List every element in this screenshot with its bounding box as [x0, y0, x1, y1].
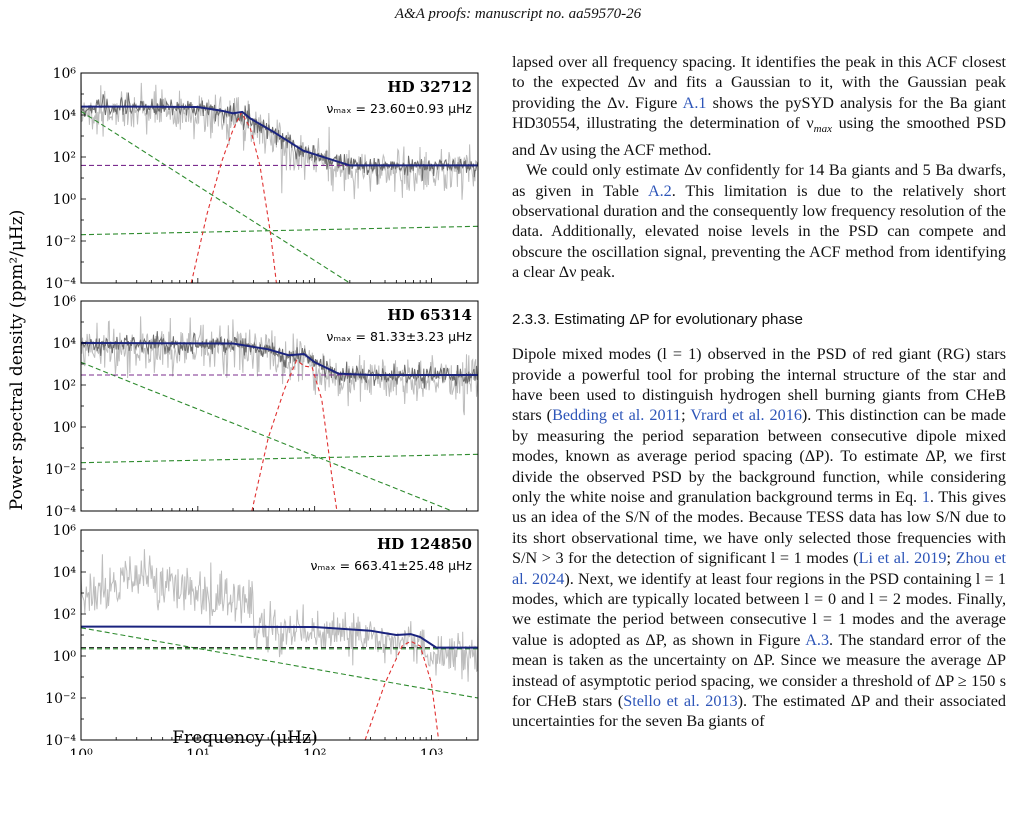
psd-panel-3: 10⁻⁴ 10⁻² 10⁰ 10² 10⁴ 10⁶ 10⁰ 10¹ 10² 10³ HD 12485…	[45, 523, 479, 755]
text-run: lapsed over all frequency spacing. It id…	[512, 53, 1006, 112]
y-tick-label: 10⁶	[53, 523, 77, 539]
link-zhou-2024[interactable]: Zhou et al. 2024	[512, 549, 1007, 588]
link-vrard-2016[interactable]: Vrard et al. 2016	[690, 406, 802, 425]
y-tick-label: 10⁻²	[45, 462, 76, 478]
text-run: ;	[681, 406, 691, 425]
granulation-component-line	[81, 361, 453, 511]
star-name-label: HD 65314	[387, 306, 472, 324]
link-figure-a3[interactable]: A.3	[805, 630, 830, 649]
paragraph-1: lapsed over all frequency spacing. It id…	[512, 52, 1006, 160]
running-header: A&A proofs: manuscript no. aa59570-26	[394, 6, 642, 22]
psd-panel-2: 10⁻⁴ 10⁻² 10⁰ 10² 10⁴ 10⁶ HD 65314 νₘₐₓ = 81.33…	[45, 294, 479, 520]
paragraph-2: We could only estimate Δν confidently fo…	[512, 160, 1006, 282]
y-tick-label: 10⁻⁴	[45, 504, 76, 520]
y-tick-label: 10⁰	[53, 649, 77, 665]
star-name-label: HD 32712	[387, 78, 472, 96]
model-fit-line	[81, 625, 478, 649]
model-fit-line	[81, 105, 478, 167]
y-tick-label: 10⁰	[53, 192, 77, 208]
panel-plot-area	[81, 73, 478, 283]
paragraph-3: Dipole mixed modes (l = 1) observed in t…	[512, 344, 1006, 732]
granulation-component-line	[81, 110, 351, 283]
numax-label: νₘₐₓ = 663.41±25.48 μHz	[310, 558, 472, 573]
link-eq-1[interactable]: 1	[921, 487, 930, 506]
y-tick-label: 10⁶	[53, 66, 77, 82]
y-tick-label: 10⁻²	[45, 234, 76, 250]
granulation-component-line	[81, 627, 478, 699]
y-tick-label: 10⁻⁴	[45, 276, 76, 292]
text-run: . This limitation is due to the relative…	[512, 181, 1007, 282]
text-subscript: max	[813, 123, 832, 136]
text-run: ;	[946, 549, 956, 568]
link-li-2019[interactable]: Li et al. 2019	[858, 549, 947, 568]
psd-panel-1: 10⁻⁴ 10⁻² 10⁰ 10² 10⁴ 10⁶ HD 32712 νₘₐₓ = 23.60…	[45, 66, 479, 292]
text-run: . The standard error of the mean is take…	[512, 630, 1006, 711]
model-fit-line	[81, 342, 478, 376]
x-tick-label: 10⁰	[69, 747, 93, 755]
x-tick-label: 10¹	[186, 747, 209, 755]
panel-plot-area	[81, 316, 478, 511]
y-tick-label: 10²	[53, 150, 76, 166]
numax-label: νₘₐₓ = 81.33±3.23 μHz	[326, 329, 472, 344]
y-tick-label: 10²	[53, 607, 76, 623]
link-bedding-2011[interactable]: Bedding et al. 2011	[552, 406, 682, 425]
x-tick-label: 10³	[420, 747, 443, 755]
x-axis-label: Frequency (μHz)	[172, 728, 317, 748]
text-column: lapsed over all frequency spacing. It id…	[512, 52, 1006, 732]
y-tick-label: 10⁶	[53, 294, 77, 310]
y-tick-label: 10⁴	[53, 336, 77, 352]
y-axis-label: Power spectral density (ppm²/μHz)	[7, 210, 27, 511]
psd-figure-svg: 10⁻⁴ 10⁻² 10⁰ 10² 10⁴ 10⁶ HD 32712 νₘₐₓ = 23.60…	[7, 66, 479, 755]
panel-plot-area	[81, 549, 478, 740]
smoothed-psd-line	[81, 331, 478, 389]
granulation-component-2-line	[81, 453, 478, 464]
gaussian-envelope-line	[190, 111, 277, 283]
section-heading: 2.3.3. Estimating ΔP for evolutionary ph…	[512, 310, 803, 328]
star-name-label: HD 124850	[377, 535, 472, 553]
text-run: using the smoothed PSD and Δν using the …	[512, 114, 1006, 159]
text-run: Dipole mixed modes (l = 1) observed in t…	[512, 345, 1006, 425]
text-run: shows the pySYD analysis for the Ba gian…	[512, 93, 1006, 133]
text-run: We could only estimate Δν confidently fo…	[512, 161, 1006, 200]
link-table-a2[interactable]: A.2	[647, 181, 672, 200]
y-tick-label: 10²	[53, 378, 76, 394]
psd-figure: 10⁻⁴ 10⁻² 10⁰ 10² 10⁴ 10⁶ HD 32712 νₘₐₓ = 23.60…	[0, 55, 485, 755]
y-tick-label: 10⁴	[53, 108, 77, 124]
granulation-component-2-line	[81, 225, 478, 236]
y-tick-label: 10⁴	[53, 565, 77, 581]
y-tick-label: 10⁰	[53, 420, 77, 436]
text-run: . This gives us an idea of the S/N of th…	[512, 487, 1007, 568]
text-run: ). This distinction can be made by measu…	[512, 406, 1006, 506]
gaussian-envelope-line	[251, 359, 338, 511]
text-run: ). The estimated ΔP and their associated…	[512, 692, 1006, 731]
numax-label: νₘₐₓ = 23.60±0.93 μHz	[326, 101, 472, 116]
y-tick-label: 10⁻²	[45, 691, 76, 707]
text-run: ). Next, we identify at least four regio…	[512, 569, 1006, 649]
x-tick-label: 10²	[303, 747, 326, 755]
link-figure-a1[interactable]: A.1	[682, 93, 707, 112]
link-stello-2013[interactable]: Stello et al. 2013	[623, 692, 738, 711]
y-tick-label: 10⁻⁴	[45, 733, 76, 749]
